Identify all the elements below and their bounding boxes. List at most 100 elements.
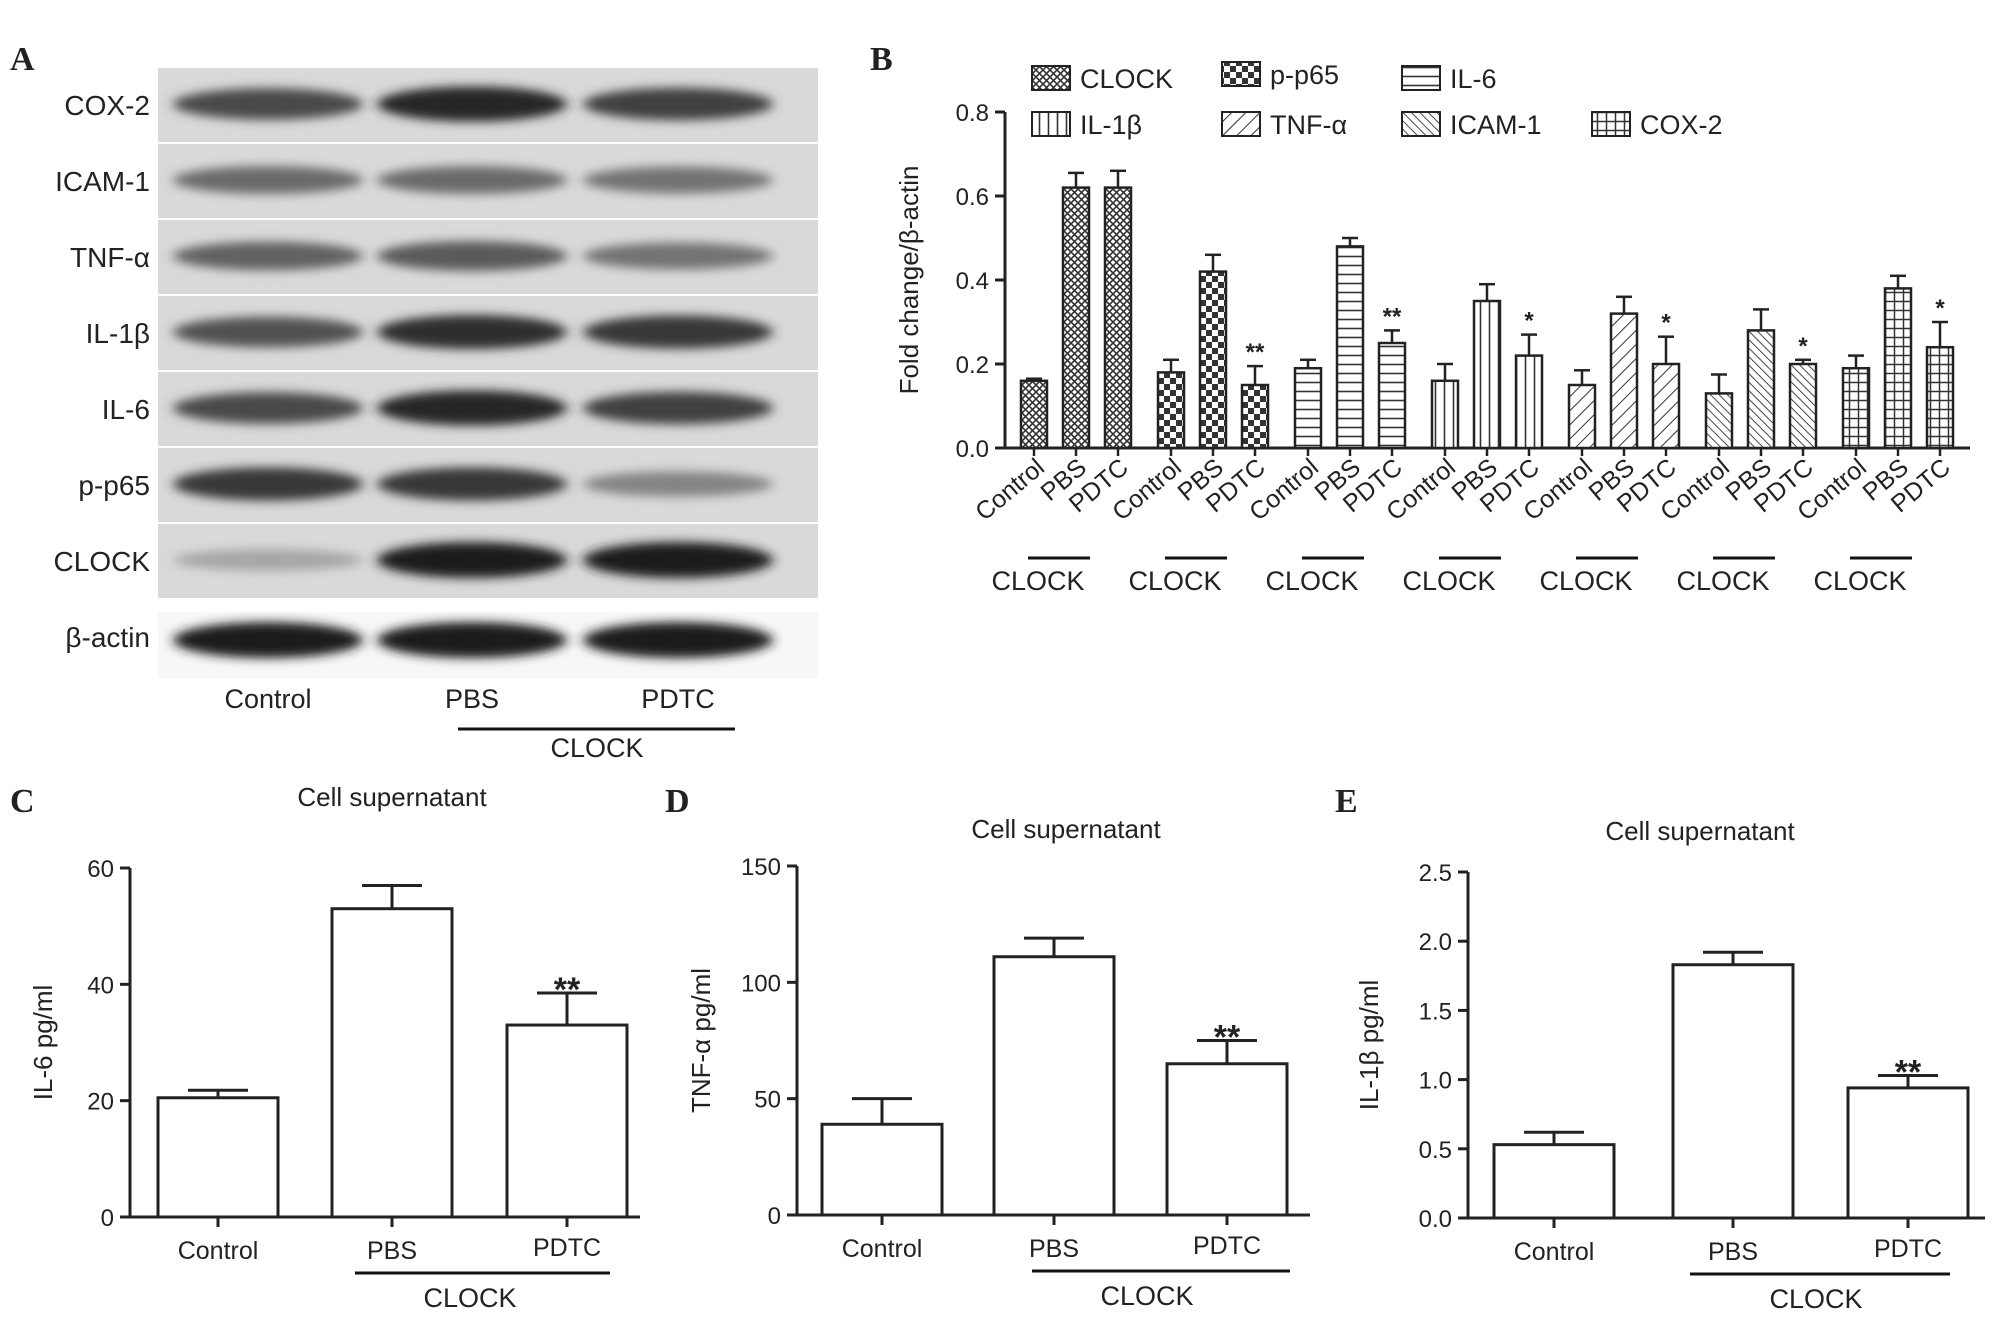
chart-e-ytick-label: 0.5 <box>1419 1137 1452 1164</box>
blot-band-actin-control <box>173 622 363 658</box>
chart-b-clock-label: CLOCK <box>1402 566 1495 596</box>
bar-icam-1-control <box>1704 392 1734 450</box>
significance-il-1: * <box>1524 308 1534 335</box>
chart-d-title: Cell supernatant <box>971 814 1161 844</box>
chart-e-xtick-control: Control <box>1514 1238 1595 1266</box>
blot-label-il-6: IL-6 <box>102 394 150 425</box>
legend-swatch-il-6 <box>1401 65 1441 91</box>
chart-e-ytick-label: 2.5 <box>1419 860 1452 887</box>
chart-e-bar-control <box>1492 1143 1616 1220</box>
panel-letter-a: A <box>10 41 35 78</box>
chart-c-ytick-label: 60 <box>87 856 114 883</box>
legend-label-icam-1: ICAM-1 <box>1450 110 1542 140</box>
blot-band-cox-2-pbs <box>377 86 567 122</box>
chart-d-xtick-control: Control <box>842 1235 923 1263</box>
bar-il-6-pbs <box>1335 245 1365 450</box>
blot-lane-pdtc: PDTC <box>641 684 715 714</box>
chart-b-y-axis-title: Fold change/β-actin <box>894 166 924 395</box>
chart-e-y-axis-title: IL-1β pg/ml <box>1354 980 1384 1111</box>
bar-cox-2-pbs <box>1883 287 1913 450</box>
chart-b-fold-change: 0.0 0.2 0.4 0.6 0.8 Fold change/β-actin CLOCK p… <box>894 60 1970 596</box>
significance-il-6: ** <box>1383 303 1402 330</box>
blot-band-cox-2-pdtc <box>583 87 773 121</box>
blot-band-tnf-pdtc <box>583 242 773 270</box>
bar-clock-pdtc <box>1103 186 1133 450</box>
blot-band-tnf-pbs <box>377 241 567 271</box>
chart-c-significance-pdtc: ** <box>554 971 581 1009</box>
bar-p-p65-control <box>1156 371 1186 450</box>
bar-cox-2-control <box>1841 366 1871 450</box>
blot-band-clock-pdtc <box>583 542 773 578</box>
bar-clock-pbs <box>1061 186 1091 450</box>
chart-c-xtick-pbs: PBS <box>367 1237 417 1265</box>
chart-c-xtick-pdtc: PDTC <box>533 1234 601 1262</box>
legend-swatch-cox-2 <box>1591 111 1631 137</box>
chart-d-y-axis-title: TNF-α pg/ml <box>686 968 716 1113</box>
chart-b-ytick-label: 0.4 <box>956 268 989 295</box>
blot-band-p-p65-control <box>173 467 363 501</box>
western-blot: COX-2 ICAM-1 TNF-α IL-1β IL-6 p-p65 CLOCK β-act… <box>54 68 818 763</box>
significance-icam-1: * <box>1798 333 1808 360</box>
chart-e-ytick-label: 0.0 <box>1419 1206 1452 1233</box>
blot-label-tnf: TNF-α <box>70 242 150 273</box>
chart-c-bar-pbs <box>330 907 454 1219</box>
chart-b-ytick-label: 0.6 <box>956 184 989 211</box>
blot-band-actin-pbs <box>377 622 567 658</box>
chart-b-ytick-label: 0.2 <box>956 352 989 379</box>
chart-b-clock-label: CLOCK <box>1128 566 1221 596</box>
chart-d-tnf: Cell supernatant 0 50 100 150 TNF-α pg/ml Cont… <box>686 814 1310 1311</box>
panel-letter-c: C <box>10 783 35 820</box>
chart-b-clock-label: CLOCK <box>991 566 1084 596</box>
bar-tnf-pdtc <box>1651 362 1681 450</box>
chart-b-clock-label: CLOCK <box>1813 566 1906 596</box>
chart-b-clock-label: CLOCK <box>1265 566 1358 596</box>
bar-tnf-control <box>1567 383 1597 450</box>
chart-d-significance-pdtc: ** <box>1214 1019 1241 1057</box>
chart-d-xtick-pdtc: PDTC <box>1193 1232 1261 1260</box>
bar-il-1-pdtc <box>1514 354 1544 450</box>
blot-band-il-1-pdtc <box>583 315 773 349</box>
blot-label-icam-1: ICAM-1 <box>55 166 150 197</box>
blot-band-icam-1-control <box>173 166 363 194</box>
legend-label-il-1: IL-1β <box>1080 110 1142 140</box>
blot-band-p-p65-pbs <box>377 467 567 501</box>
legend-swatch-tnf <box>1221 111 1261 137</box>
significance-p-p65: ** <box>1246 339 1265 366</box>
chart-e-ytick-label: 2.0 <box>1419 929 1452 956</box>
legend-swatch-il-1 <box>1031 111 1071 137</box>
chart-c-ytick-label: 0 <box>101 1205 114 1232</box>
chart-b-clock-label: CLOCK <box>1676 566 1769 596</box>
chart-e-bar-pbs <box>1671 963 1795 1220</box>
panel-letter-e: E <box>1335 783 1358 820</box>
chart-e-title: Cell supernatant <box>1605 816 1795 846</box>
chart-c-title: Cell supernatant <box>297 782 487 812</box>
blot-band-il-1-control <box>173 316 363 348</box>
bar-p-p65-pbs <box>1198 270 1228 450</box>
blot-band-p-p65-pdtc <box>583 471 773 497</box>
chart-c-bar-pdtc <box>505 1023 629 1219</box>
blot-lane-pbs: PBS <box>445 684 499 714</box>
blot-band-actin-pdtc <box>583 622 773 658</box>
blot-band-icam-1-pbs <box>377 166 567 194</box>
legend-label-il-6: IL-6 <box>1450 64 1497 94</box>
chart-e-bar-pdtc <box>1846 1086 1970 1220</box>
blot-clock-label: CLOCK <box>550 733 643 763</box>
significance-tnf: * <box>1661 310 1671 337</box>
chart-b-xtick-control: Control <box>970 453 1050 526</box>
bar-icam-1-pdtc <box>1788 362 1818 450</box>
chart-d-ytick-label: 0 <box>768 1203 781 1230</box>
legend-swatch-p-p65 <box>1221 61 1261 87</box>
chart-b-clock-label: CLOCK <box>1539 566 1632 596</box>
bar-p-p65-pdtc <box>1240 383 1270 450</box>
blot-band-icam-1-pdtc <box>583 166 773 194</box>
panel-letter-b: B <box>870 41 893 78</box>
blot-band-clock-control <box>173 549 363 571</box>
legend-swatch-clock <box>1031 65 1071 91</box>
bar-icam-1-pbs <box>1746 329 1776 450</box>
legend-swatch-icam-1 <box>1401 111 1441 137</box>
chart-d-bar-pbs <box>992 955 1116 1217</box>
legend-label-tnf: TNF-α <box>1270 110 1347 140</box>
blot-label-p-p65: p-p65 <box>78 470 150 501</box>
bar-tnf-pbs <box>1609 312 1639 450</box>
